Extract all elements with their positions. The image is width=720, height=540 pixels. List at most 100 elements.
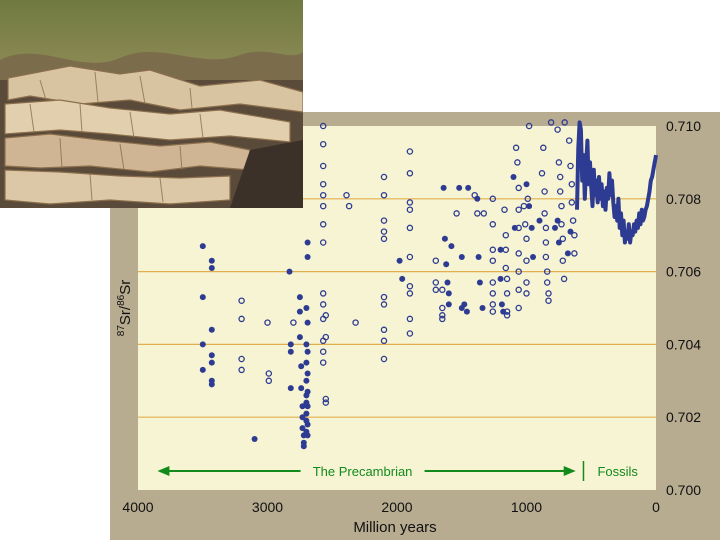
data-point-filled [208,326,215,333]
data-point-filled [304,432,311,439]
x-tick-label: 1000 [511,499,542,515]
data-point-filled [479,305,486,311]
data-point-open [322,395,330,403]
data-point-open [515,184,522,192]
precambrian-arrowhead-right [563,466,576,476]
data-point-open [406,282,414,290]
data-point-filled [445,290,452,297]
data-point-filled [304,403,311,410]
data-point-open [514,159,521,166]
data-point-open [432,257,440,264]
data-point-open [406,170,414,177]
data-point-open [319,290,327,297]
data-point-open [540,144,547,152]
data-point-filled [498,301,505,308]
data-point-open [265,377,273,385]
data-point-open [453,210,460,217]
y-axis-label-sr-slash: Sr/ [117,305,134,325]
data-point-open [554,126,561,133]
fossils-label: Fossils [597,464,638,479]
data-point-filled [303,359,310,366]
data-point-filled [456,184,463,191]
data-point-open [319,239,327,246]
data-point-open [523,290,530,297]
data-point-filled [199,243,206,250]
seawater-curve [575,120,658,245]
data-point-open [406,148,414,155]
x-tick-label: 3000 [252,499,283,515]
data-point-open [406,206,414,213]
data-point-filled [299,425,306,432]
data-point-open [556,188,564,195]
data-point-open [503,312,511,319]
data-point-open [515,250,522,257]
data-point-filled [445,301,452,308]
data-point-filled [510,174,517,180]
data-point-open [565,137,573,144]
data-point-open [489,290,497,297]
data-point-open [558,202,565,210]
data-point-open [525,122,533,130]
data-point-open [489,301,497,308]
data-point-filled [303,341,310,348]
data-point-open [322,312,330,319]
data-point-open [319,140,327,148]
data-point-filled [208,359,215,366]
data-point-open [489,308,497,315]
data-point-filled [304,421,311,428]
data-point-open [501,206,508,213]
data-point-open [523,257,530,264]
x-tick-label: 4000 [122,499,153,515]
data-point-open [545,290,552,297]
data-point-open [489,246,497,254]
data-point-filled [303,410,310,417]
data-point-filled [287,341,294,348]
data-point-filled [287,348,294,355]
data-point-open [264,319,271,326]
x-tick-label: 2000 [381,499,412,515]
y-axis-label-superscript-86: 86 [116,294,127,306]
data-point-open [406,224,414,232]
data-point-filled [304,239,311,246]
data-point-filled [299,403,306,410]
data-point-open [439,304,446,312]
data-point-open [238,366,245,374]
data-point-open [556,173,564,181]
data-point-open [515,206,522,213]
precambrian-label: The Precambrian [313,464,413,479]
data-point-open [512,144,520,152]
data-point-open [238,297,245,304]
data-point-open [560,275,568,283]
data-point-filled [440,184,447,191]
data-point-open [515,304,522,312]
data-point-filled [458,254,465,260]
data-point-filled [399,275,406,282]
data-point-open [489,257,497,264]
data-point-open [319,221,327,228]
data-point-filled [304,388,311,395]
data-point-open [515,268,522,275]
data-point-open [238,355,245,363]
data-point-filled [304,254,311,260]
y-tick-label: 0.710 [666,118,701,134]
data-point-filled [523,181,530,188]
data-point-open [571,231,578,239]
data-point-open [432,279,440,286]
y-tick-label: 0.702 [666,409,701,425]
data-point-open [345,202,353,210]
data-point-open [541,188,548,195]
data-point-open [558,221,565,228]
y-tick-labels: 0.700 0.702 0.704 0.706 0.708 0.710 [666,118,701,498]
data-point-open [559,235,567,243]
data-point-open [319,348,327,355]
precambrian-annotation: The Precambrian Fossils [157,461,638,481]
data-point-filled [304,319,311,326]
data-point-open [432,286,440,294]
data-point-filled [465,184,472,191]
data-point-filled [251,436,258,442]
precambrian-arrowhead-left [157,466,170,476]
data-point-open [406,253,414,261]
data-point-open [543,279,551,286]
data-point-filled [554,217,561,224]
data-point-open [541,210,548,217]
